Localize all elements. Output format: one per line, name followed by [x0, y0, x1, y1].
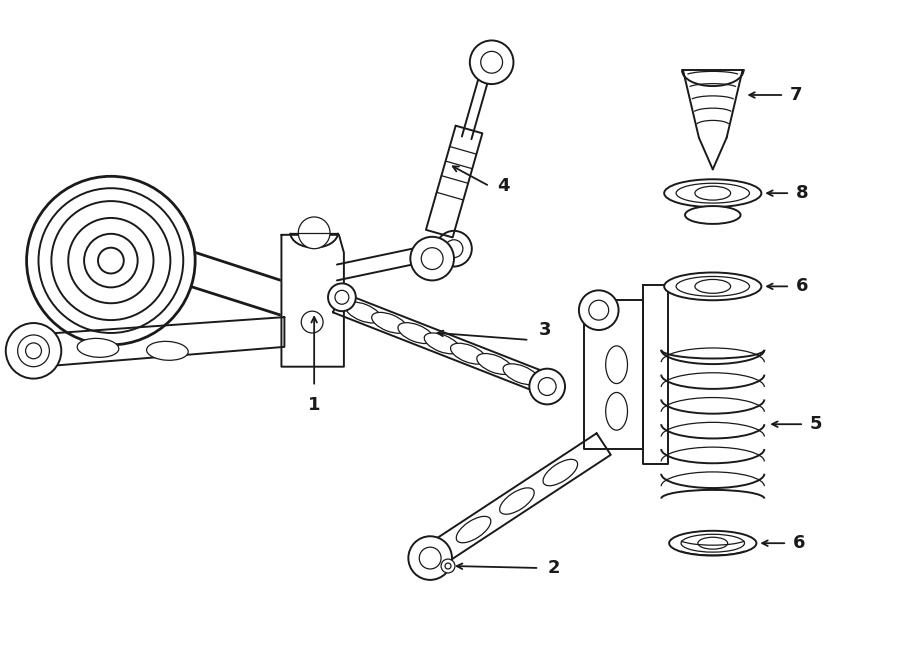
Polygon shape	[584, 300, 644, 449]
Text: 6: 6	[793, 534, 806, 552]
Text: 4: 4	[498, 177, 510, 195]
Ellipse shape	[503, 364, 539, 385]
Circle shape	[39, 188, 184, 333]
Circle shape	[409, 536, 452, 580]
Text: 8: 8	[796, 184, 809, 202]
Circle shape	[470, 40, 514, 84]
Circle shape	[18, 335, 50, 367]
Polygon shape	[426, 126, 482, 237]
Ellipse shape	[606, 346, 627, 383]
Ellipse shape	[543, 459, 578, 486]
Polygon shape	[333, 292, 551, 395]
Circle shape	[445, 240, 463, 258]
Circle shape	[419, 547, 441, 569]
Ellipse shape	[451, 343, 486, 364]
Circle shape	[529, 369, 565, 405]
Ellipse shape	[676, 276, 750, 296]
Text: 2: 2	[547, 559, 560, 577]
Ellipse shape	[372, 313, 408, 333]
Circle shape	[25, 343, 41, 359]
Circle shape	[51, 201, 170, 320]
Ellipse shape	[664, 272, 761, 300]
Ellipse shape	[695, 280, 731, 293]
Circle shape	[481, 52, 502, 73]
Text: 3: 3	[539, 321, 552, 339]
Ellipse shape	[681, 534, 744, 552]
Text: 1: 1	[308, 397, 320, 414]
Circle shape	[328, 284, 356, 311]
Circle shape	[589, 300, 608, 320]
Ellipse shape	[346, 302, 381, 323]
Polygon shape	[282, 235, 344, 367]
Polygon shape	[166, 243, 296, 320]
Text: 6: 6	[796, 278, 808, 295]
Circle shape	[436, 231, 472, 266]
Ellipse shape	[456, 516, 491, 543]
Circle shape	[27, 176, 195, 345]
Text: 5: 5	[810, 415, 823, 433]
Ellipse shape	[477, 354, 512, 374]
Circle shape	[68, 218, 154, 303]
Polygon shape	[29, 317, 284, 368]
Ellipse shape	[664, 179, 761, 207]
Circle shape	[421, 248, 443, 270]
Ellipse shape	[695, 186, 731, 200]
Circle shape	[298, 217, 330, 249]
Circle shape	[335, 290, 349, 304]
Ellipse shape	[77, 338, 119, 358]
Circle shape	[84, 234, 138, 288]
Ellipse shape	[606, 393, 627, 430]
Text: 7: 7	[790, 86, 803, 104]
Polygon shape	[644, 286, 668, 464]
Ellipse shape	[398, 323, 434, 344]
Ellipse shape	[685, 206, 741, 224]
Ellipse shape	[669, 531, 756, 556]
Circle shape	[579, 290, 618, 330]
Ellipse shape	[698, 537, 727, 549]
Ellipse shape	[147, 341, 188, 360]
Circle shape	[441, 559, 455, 573]
Ellipse shape	[676, 183, 750, 203]
Circle shape	[302, 311, 323, 333]
Polygon shape	[423, 433, 611, 569]
Circle shape	[445, 563, 451, 569]
Ellipse shape	[500, 488, 535, 514]
Circle shape	[98, 248, 124, 274]
Circle shape	[410, 237, 454, 280]
Circle shape	[5, 323, 61, 379]
Circle shape	[538, 377, 556, 395]
Ellipse shape	[424, 333, 460, 354]
